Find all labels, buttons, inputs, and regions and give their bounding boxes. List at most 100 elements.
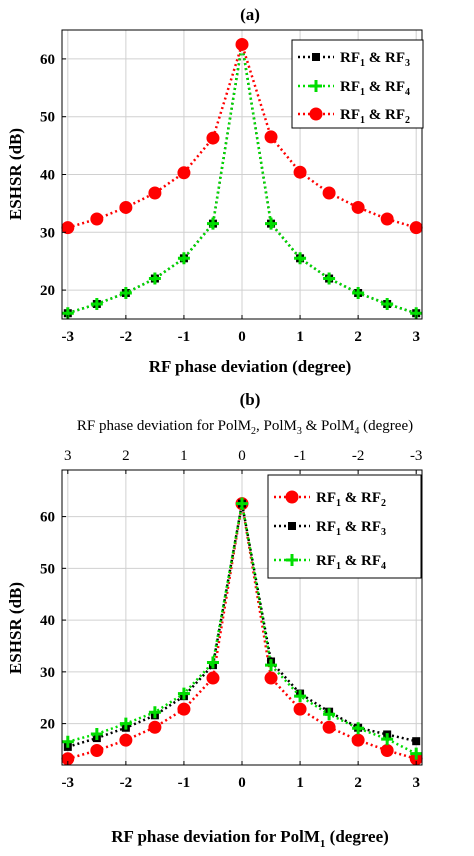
- legend-marker: [309, 107, 323, 121]
- legend-item: RF1 & RF2: [274, 490, 386, 509]
- chart-a-x-axis-label: RF phase deviation (degree): [149, 357, 352, 376]
- x-tick-label: 3: [412, 329, 420, 345]
- chart-b-top-tick-labels: 3 2 1 0 -1 -2 -3: [64, 448, 422, 474]
- data-point: [265, 217, 278, 230]
- y-tick-label: 60: [40, 510, 55, 526]
- chart-b-y-axis-label: ESHSR (dB): [6, 582, 25, 674]
- data-point: [148, 272, 161, 285]
- x-tick-label: 2: [354, 775, 362, 791]
- x-tick-label: -1: [178, 329, 191, 345]
- top-x-tick-label: 2: [122, 448, 130, 464]
- legend-item: RF1 & RF2: [298, 107, 410, 126]
- y-tick-label: 30: [40, 225, 55, 241]
- chart-panel-b: (b) RF phase deviation for PolM2, PolM3 …: [6, 390, 423, 850]
- data-point: [380, 212, 394, 226]
- x-tick-label: 1: [296, 329, 304, 345]
- chart-a-tick-labels: -3 -2 -1 0 1 2 3 20 30 40 50 60: [40, 52, 420, 345]
- chart-b-tick-labels: -3 -2 -1 0 1 2 3 20 30 40 50 60: [40, 510, 420, 791]
- data-point: [264, 130, 278, 144]
- chart-a-series: [61, 37, 423, 320]
- chart-panel-a: (a) -3 -2 -1 0 1 2 3 20 30 40 50 60 ESHSR (dB) RF p…: [6, 5, 424, 376]
- data-point: [264, 671, 278, 685]
- data-point: [148, 706, 161, 719]
- data-point: [177, 702, 191, 716]
- data-point: [235, 37, 249, 51]
- y-tick-label: 50: [40, 561, 55, 577]
- x-tick-label: -3: [62, 775, 75, 791]
- data-point: [323, 708, 336, 721]
- x-tick-label: -2: [120, 329, 133, 345]
- legend-marker: [286, 554, 298, 566]
- top-x-tick-label: -2: [352, 448, 365, 464]
- data-point: [381, 297, 394, 310]
- data-point: [177, 252, 190, 265]
- data-point: [119, 733, 133, 747]
- chart-b-legend: RF1 & RF2 RF1 & RF3 RF1 & RF4: [267, 474, 422, 579]
- legend-marker: [310, 80, 322, 92]
- y-tick-label: 40: [40, 613, 55, 629]
- chart-b-series: [61, 497, 423, 766]
- legend-marker: [288, 522, 296, 530]
- legend-item: RF1 & RF4: [298, 79, 410, 98]
- top-x-tick-label: 3: [64, 448, 72, 464]
- data-point: [351, 200, 365, 214]
- data-point: [206, 656, 219, 669]
- data-point: [294, 252, 307, 265]
- chart-b-x-axis-label: RF phase deviation for PolM1 (degree): [111, 827, 389, 850]
- data-point: [206, 671, 220, 685]
- data-point: [352, 286, 365, 299]
- x-tick-label: -1: [178, 775, 191, 791]
- legend-item: RF1 & RF3: [298, 50, 410, 69]
- legend-marker: [312, 53, 320, 61]
- chart-a-title: (a): [240, 5, 260, 24]
- data-point: [119, 200, 133, 214]
- data-point: [265, 659, 278, 672]
- legend-label: RF1 & RF2: [340, 107, 410, 126]
- data-point: [293, 165, 307, 179]
- data-point: [177, 687, 190, 700]
- top-x-tick-label: 0: [238, 448, 246, 464]
- series-circle: [61, 37, 423, 235]
- chart-a-legend: RF1 & RF3 RF1 & RF4 RF1 & RF2: [291, 39, 424, 129]
- y-tick-label: 20: [40, 283, 55, 299]
- x-tick-label: 2: [354, 329, 362, 345]
- legend-label: RF1 & RF4: [340, 79, 410, 98]
- chart-b-title: (b): [240, 390, 261, 409]
- data-point: [380, 744, 394, 758]
- legend-label: RF1 & RF3: [316, 519, 386, 538]
- y-tick-label: 50: [40, 110, 55, 126]
- data-point: [206, 131, 220, 145]
- data-point: [90, 297, 103, 310]
- top-x-tick-label: -1: [294, 448, 307, 464]
- data-point: [409, 221, 423, 235]
- data-point: [90, 744, 104, 758]
- legend-label: RF1 & RF3: [340, 50, 410, 69]
- legend-item: RF1 & RF4: [274, 553, 386, 572]
- data-point: [90, 212, 104, 226]
- legend-label: RF1 & RF2: [316, 490, 386, 509]
- series-plus: [61, 497, 423, 760]
- data-point: [206, 217, 219, 230]
- chart-a-y-axis-label: ESHSR (dB): [6, 128, 25, 220]
- data-point: [177, 166, 191, 180]
- data-point: [148, 186, 162, 200]
- x-tick-label: 1: [296, 775, 304, 791]
- data-point: [90, 727, 103, 740]
- top-x-tick-label: -3: [410, 448, 423, 464]
- legend-label: RF1 & RF4: [316, 553, 386, 572]
- top-x-tick-label: 1: [180, 448, 188, 464]
- data-point: [381, 733, 394, 746]
- data-point: [236, 497, 248, 510]
- data-point: [119, 286, 132, 299]
- y-tick-label: 30: [40, 665, 55, 681]
- x-tick-label: -3: [62, 329, 75, 345]
- data-point: [351, 733, 365, 747]
- y-tick-label: 20: [40, 717, 55, 733]
- x-tick-label: 0: [238, 775, 246, 791]
- data-point: [322, 720, 336, 734]
- data-point: [294, 690, 307, 703]
- data-point: [323, 272, 336, 285]
- chart-b-top-x-axis-label: RF phase deviation for PolM2, PolM3 & Po…: [77, 418, 413, 437]
- data-point: [61, 735, 74, 748]
